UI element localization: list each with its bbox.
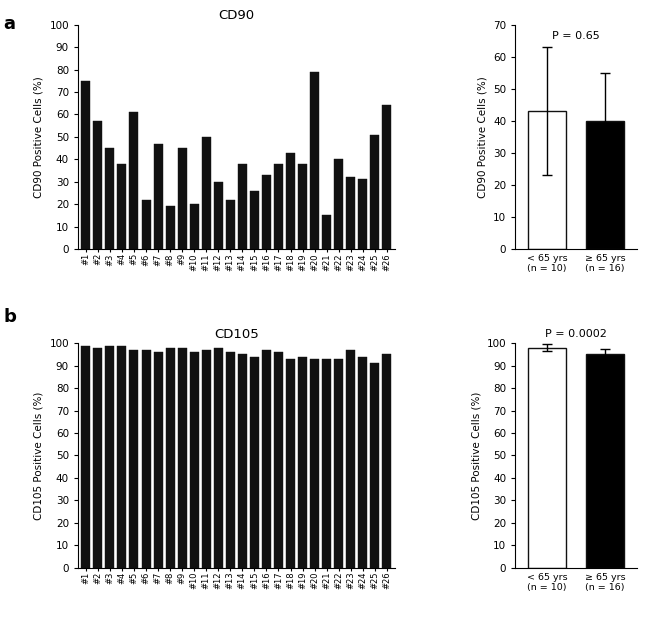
Bar [105,346,114,568]
Title: CD105: CD105 [214,328,259,341]
Bar [142,350,151,568]
Bar [262,350,271,568]
Bar [298,164,307,249]
Bar [250,191,259,249]
Bar [382,355,391,568]
Bar [274,352,283,568]
Bar [310,72,319,249]
Bar [382,106,391,249]
Y-axis label: CD90 Positive Cells (%): CD90 Positive Cells (%) [34,76,44,197]
Bar [142,200,151,249]
Bar [334,159,343,249]
Bar [177,348,187,568]
Bar [238,355,247,568]
Bar [118,346,127,568]
Bar [226,200,235,249]
Bar [94,348,103,568]
Bar [166,348,175,568]
Bar [190,352,199,568]
Bar [586,121,624,249]
Bar [334,359,343,568]
Bar [322,215,331,249]
Bar [250,357,259,568]
Bar [238,164,247,249]
Text: P = 0.0002: P = 0.0002 [545,329,607,339]
Bar [177,148,187,249]
Bar [202,350,211,568]
Bar [346,177,355,249]
Bar [528,111,566,249]
Text: a: a [3,15,15,33]
Bar [310,359,319,568]
Bar [346,350,355,568]
Bar [358,180,367,249]
Bar [322,359,331,568]
Bar [166,207,175,249]
Bar [94,121,103,249]
Bar [586,355,624,568]
Bar [153,144,162,249]
Bar [286,359,295,568]
Bar [190,204,199,249]
Y-axis label: CD105 Positive Cells (%): CD105 Positive Cells (%) [471,391,481,520]
Bar [214,182,223,249]
Bar [129,350,138,568]
Y-axis label: CD90 Positive Cells (%): CD90 Positive Cells (%) [478,76,488,197]
Bar [129,112,138,249]
Bar [262,175,271,249]
Bar [105,148,114,249]
Bar [370,363,380,568]
Bar [286,152,295,249]
Bar [153,352,162,568]
Bar [202,137,211,249]
Bar [274,164,283,249]
Bar [214,348,223,568]
Bar [81,346,90,568]
Text: b: b [3,308,16,326]
Bar [81,81,90,249]
Text: P = 0.65: P = 0.65 [552,31,600,41]
Bar [226,352,235,568]
Bar [358,357,367,568]
Bar [528,348,566,568]
Bar [298,357,307,568]
Y-axis label: CD105 Positive Cells (%): CD105 Positive Cells (%) [34,391,44,520]
Bar [370,135,380,249]
Bar [118,164,127,249]
Title: CD90: CD90 [218,9,254,22]
